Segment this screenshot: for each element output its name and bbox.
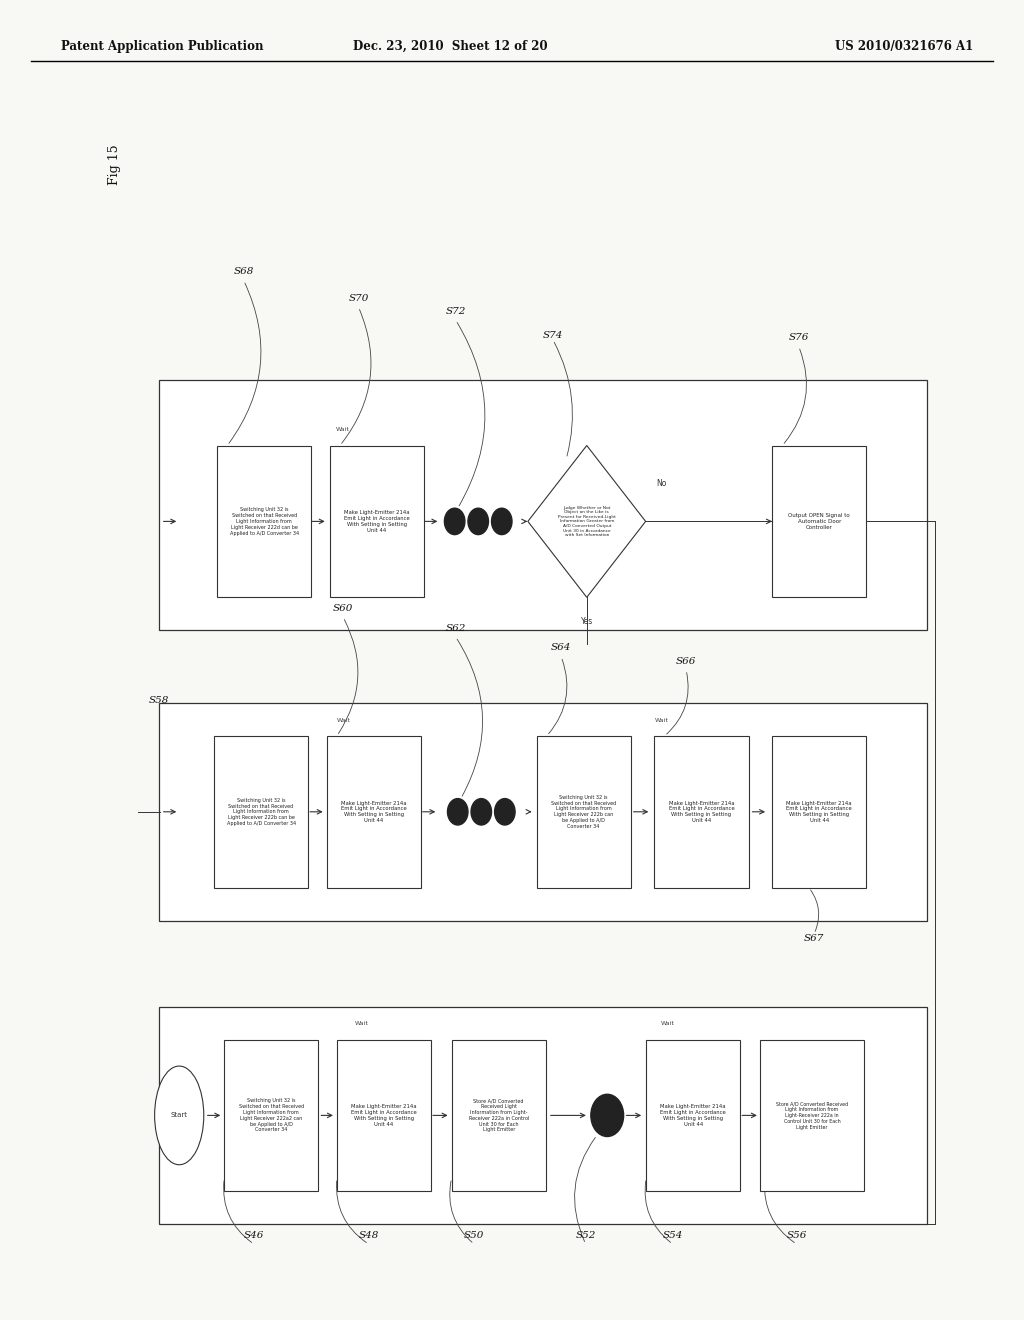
Text: S64: S64 (551, 643, 571, 652)
Bar (760, 1040, 864, 1191)
Text: S56: S56 (786, 1230, 807, 1239)
Text: S62: S62 (445, 623, 466, 632)
Text: Switching Unit 32 is
Switched on that Received
Light Information from
Light Rece: Switching Unit 32 is Switched on that Re… (229, 507, 299, 536)
Bar (217, 446, 311, 597)
Text: S72: S72 (445, 308, 466, 315)
Text: S52: S52 (575, 1230, 596, 1239)
Bar (337, 1040, 431, 1191)
Text: S60: S60 (333, 605, 353, 612)
Text: Judge Whether or Not
Object on the Like is
Present for Received-Light
Informatio: Judge Whether or Not Object on the Like … (558, 506, 615, 537)
Text: Start: Start (171, 1113, 187, 1118)
Text: S58: S58 (148, 697, 169, 705)
Text: Dec. 23, 2010  Sheet 12 of 20: Dec. 23, 2010 Sheet 12 of 20 (353, 40, 548, 53)
Text: Wait: Wait (354, 1022, 369, 1027)
Text: Make Light-Emitter 214a
Emit Light in Accordance
With Setting in Setting
Unit 44: Make Light-Emitter 214a Emit Light in Ac… (660, 1105, 726, 1126)
Text: Wait: Wait (660, 1022, 675, 1027)
Bar (327, 737, 421, 887)
Text: Make Light-Emitter 214a
Emit Light in Accordance
With Setting in Setting
Unit 44: Make Light-Emitter 214a Emit Light in Ac… (344, 511, 410, 532)
Text: S70: S70 (348, 294, 369, 302)
Bar (330, 446, 424, 597)
Text: Make Light-Emitter 214a
Emit Light in Accordance
With Setting in Setting
Unit 44: Make Light-Emitter 214a Emit Light in Ac… (669, 801, 734, 822)
Bar (159, 380, 927, 631)
Circle shape (471, 799, 492, 825)
Circle shape (468, 508, 488, 535)
Bar (772, 737, 866, 887)
Text: Wait: Wait (337, 718, 351, 722)
Text: Make Light-Emitter 214a
Emit Light in Accordance
With Setting in Setting
Unit 44: Make Light-Emitter 214a Emit Light in Ac… (786, 801, 852, 822)
Bar (452, 1040, 546, 1191)
Text: US 2010/0321676 A1: US 2010/0321676 A1 (835, 40, 973, 53)
Text: S50: S50 (464, 1230, 484, 1239)
Circle shape (492, 508, 512, 535)
Text: S76: S76 (788, 334, 809, 342)
Text: Store A/D Converted
Received Light
Information from Light-
Receiver 222a in Cont: Store A/D Converted Received Light Infor… (469, 1098, 528, 1133)
Text: Switching Unit 32 is
Switched on that Received
Light Information from
Light Rece: Switching Unit 32 is Switched on that Re… (551, 795, 616, 829)
Circle shape (495, 799, 515, 825)
Text: S74: S74 (543, 331, 563, 341)
Text: S68: S68 (233, 268, 254, 276)
Text: Wait: Wait (654, 718, 669, 722)
Circle shape (444, 508, 465, 535)
Circle shape (447, 799, 468, 825)
Bar (224, 1040, 318, 1191)
Bar (537, 737, 631, 887)
Text: S54: S54 (663, 1230, 683, 1239)
Text: Wait: Wait (336, 428, 350, 433)
Text: No: No (655, 479, 667, 488)
Bar (214, 737, 308, 887)
Bar (654, 737, 749, 887)
Text: Fig 15: Fig 15 (108, 145, 121, 185)
Circle shape (591, 1094, 624, 1137)
Text: Switching Unit 32 is
Switched on that Received
Light Information from
Light Rece: Switching Unit 32 is Switched on that Re… (239, 1098, 304, 1133)
Text: Switching Unit 32 is
Switched on that Received
Light Information from
Light Rece: Switching Unit 32 is Switched on that Re… (226, 797, 296, 826)
Text: Store A/D Converted Received
Light Information from
Light-Receiver 222a in
Contr: Store A/D Converted Received Light Infor… (776, 1101, 848, 1130)
Text: Yes: Yes (581, 618, 593, 626)
Bar (159, 1006, 927, 1225)
Text: Output OPEN Signal to
Automatic Door
Controller: Output OPEN Signal to Automatic Door Con… (788, 513, 850, 529)
Bar (159, 702, 927, 921)
Text: Make Light-Emitter 214a
Emit Light in Accordance
With Setting in Setting
Unit 44: Make Light-Emitter 214a Emit Light in Ac… (351, 1105, 417, 1126)
Bar (772, 446, 866, 597)
Text: Make Light-Emitter 214a
Emit Light in Accordance
With Setting in Setting
Unit 44: Make Light-Emitter 214a Emit Light in Ac… (341, 801, 407, 822)
Bar (646, 1040, 740, 1191)
Ellipse shape (155, 1067, 204, 1164)
Text: S46: S46 (244, 1230, 264, 1239)
Text: S48: S48 (358, 1230, 379, 1239)
Text: S67: S67 (804, 935, 824, 942)
Text: S66: S66 (676, 656, 696, 665)
Text: Patent Application Publication: Patent Application Publication (61, 40, 264, 53)
